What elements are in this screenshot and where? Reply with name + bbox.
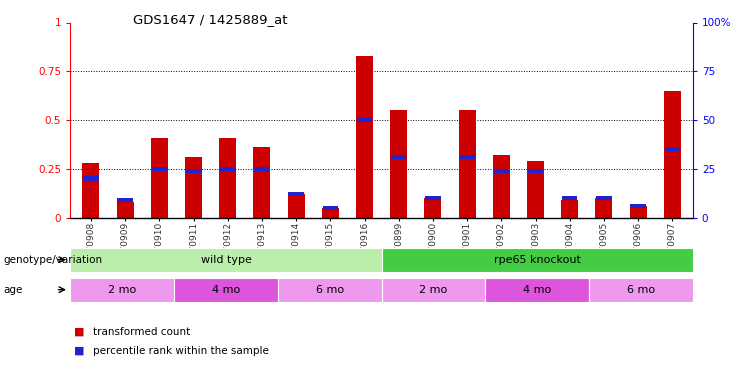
Text: 4 mo: 4 mo: [212, 285, 240, 295]
Bar: [459, 110, 476, 218]
Bar: [631, 204, 646, 208]
Bar: [494, 168, 509, 173]
Text: transformed count: transformed count: [93, 327, 190, 337]
Bar: [528, 168, 543, 173]
Bar: [391, 155, 406, 159]
Bar: [664, 91, 681, 218]
Text: 6 mo: 6 mo: [316, 285, 344, 295]
Text: percentile rank within the sample: percentile rank within the sample: [93, 346, 268, 355]
Bar: [152, 166, 167, 171]
Bar: [70, 278, 174, 302]
Bar: [357, 118, 372, 122]
Text: genotype/variation: genotype/variation: [4, 255, 103, 265]
Text: GDS1647 / 1425889_at: GDS1647 / 1425889_at: [133, 13, 288, 26]
Bar: [589, 278, 693, 302]
Bar: [425, 196, 441, 200]
Bar: [254, 166, 270, 171]
Bar: [83, 176, 99, 181]
Bar: [174, 278, 278, 302]
Bar: [597, 196, 611, 200]
Bar: [322, 208, 339, 218]
Bar: [117, 198, 133, 202]
Bar: [220, 166, 236, 171]
Bar: [356, 56, 373, 217]
Text: rpe65 knockout: rpe65 knockout: [494, 255, 581, 265]
Bar: [493, 155, 510, 218]
Bar: [253, 147, 270, 218]
Bar: [561, 200, 578, 217]
Bar: [278, 278, 382, 302]
Bar: [70, 248, 382, 272]
Bar: [425, 198, 442, 217]
Bar: [82, 163, 99, 218]
Bar: [391, 110, 408, 218]
Bar: [382, 278, 485, 302]
Bar: [527, 161, 544, 218]
Text: ■: ■: [74, 346, 84, 355]
Bar: [485, 278, 589, 302]
Bar: [116, 202, 133, 217]
Bar: [150, 138, 168, 218]
Bar: [595, 198, 613, 217]
Text: 2 mo: 2 mo: [419, 285, 448, 295]
Bar: [219, 138, 236, 218]
Bar: [322, 206, 338, 210]
Bar: [630, 206, 647, 218]
Bar: [186, 168, 202, 173]
Bar: [459, 155, 475, 159]
Bar: [665, 147, 680, 152]
Text: 6 mo: 6 mo: [627, 285, 655, 295]
Bar: [382, 248, 693, 272]
Text: ■: ■: [74, 327, 84, 337]
Text: 4 mo: 4 mo: [523, 285, 551, 295]
Bar: [288, 194, 305, 217]
Bar: [562, 196, 577, 200]
Bar: [185, 157, 202, 218]
Text: 2 mo: 2 mo: [108, 285, 136, 295]
Text: age: age: [4, 285, 23, 295]
Bar: [288, 192, 304, 196]
Text: wild type: wild type: [201, 255, 251, 265]
